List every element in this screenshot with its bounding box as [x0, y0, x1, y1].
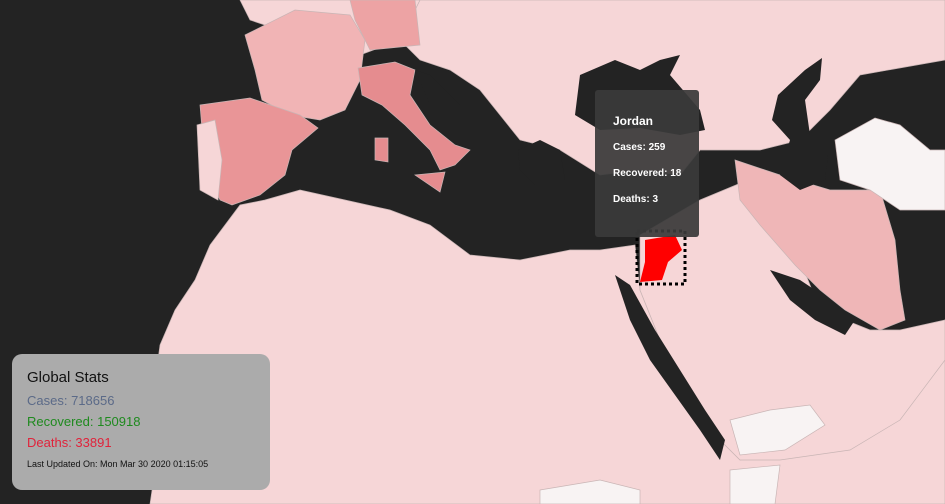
last-updated: Last Updated On: Mon Mar 30 2020 01:15:0…	[27, 459, 209, 469]
tooltip-deaths: Deaths: 3	[613, 194, 659, 205]
global-recovered: Recovered: 150918	[27, 414, 141, 429]
global-stats-panel: Global Stats Cases: 718656 Recovered: 15…	[12, 354, 270, 490]
region-germany[interactable]	[349, 0, 421, 51]
adriatic-sea	[415, 70, 478, 140]
region-yemen	[729, 404, 826, 456]
country-tooltip: Jordan Cases: 259 Recovered: 18 Deaths: …	[595, 90, 699, 237]
region-france[interactable]	[244, 9, 366, 121]
region-sardinia	[374, 137, 389, 163]
global-cases: Cases: 718656	[27, 393, 115, 408]
region-italy[interactable]	[357, 61, 471, 171]
tooltip-recovered: Recovered: 18	[613, 168, 682, 179]
tooltip-country-name: Jordan	[613, 114, 654, 128]
region-iran[interactable]	[734, 159, 906, 331]
region-jordan[interactable]	[640, 235, 682, 282]
region-east-africa	[539, 479, 641, 504]
region-portugal[interactable]	[196, 119, 223, 201]
global-deaths: Deaths: 33891	[27, 435, 112, 450]
aegean-sea	[518, 140, 565, 195]
red-sea	[615, 275, 725, 460]
tooltip-cases: Cases: 259	[613, 142, 666, 153]
region-somalia	[729, 464, 781, 504]
region-central-asia	[834, 117, 945, 211]
global-stats-title: Global Stats	[27, 369, 109, 386]
persian-gulf	[770, 270, 855, 335]
region-sicily	[414, 171, 446, 193]
caspian-sea	[772, 58, 828, 190]
